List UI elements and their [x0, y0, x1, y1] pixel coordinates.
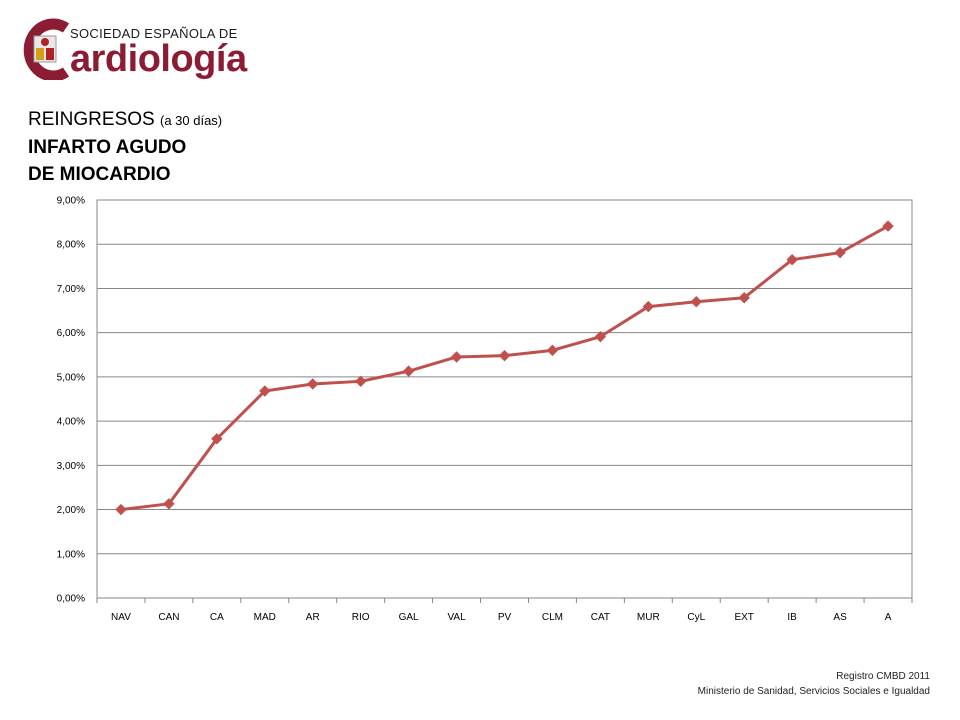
plot-area-border	[96, 199, 913, 599]
footer-ministry: Ministerio de Sanidad, Servicios Sociale…	[697, 686, 930, 697]
logo-org-text: SOCIEDAD ESPAÑOLA DE	[70, 26, 238, 41]
y-tick-label: 9,00%	[57, 196, 85, 207]
y-tick-label: 1,00%	[57, 549, 85, 560]
data-point	[834, 246, 846, 259]
y-tick-label: 3,00%	[57, 461, 85, 472]
heading-line-2: INFARTO AGUDO	[28, 137, 187, 158]
x-tick-label: CyL	[687, 612, 705, 623]
source-footer: Registro CMBD 2011 Ministerio de Sanidad…	[698, 669, 930, 699]
data-point	[163, 498, 175, 510]
y-tick-label: 2,00%	[57, 505, 85, 516]
data-point	[738, 292, 750, 304]
x-tick-label: MAD	[254, 612, 276, 623]
slide-heading: REINGRESOS (a 30 días) INFARTO AGUDO DE …	[28, 106, 222, 188]
data-point	[498, 349, 511, 362]
data-point	[594, 330, 607, 343]
data-point	[259, 385, 271, 397]
x-tick-label: RIO	[352, 612, 370, 623]
data-point	[115, 503, 127, 516]
data-point	[450, 351, 463, 363]
x-tick-label: VAL	[447, 612, 466, 623]
data-point	[354, 375, 367, 388]
heading-subtitle: (a 30 días)	[159, 113, 223, 128]
x-tick-label: CA	[210, 612, 224, 623]
series-line	[120, 224, 889, 512]
y-tick-label: 8,00%	[57, 240, 85, 251]
data-point	[402, 365, 415, 377]
x-tick-label: CAN	[158, 612, 179, 623]
y-tick-label: 4,00%	[57, 417, 85, 428]
x-tick-label: MUR	[637, 612, 660, 623]
data-point	[307, 378, 319, 390]
x-tick-label: PV	[498, 612, 512, 623]
data-point	[211, 433, 223, 445]
logo-brand-text: ardiología	[70, 38, 247, 80]
data-point	[690, 296, 702, 308]
x-tick-label: AR	[306, 612, 320, 623]
x-tick-label: CLM	[542, 612, 563, 623]
x-tick-label: CAT	[591, 612, 610, 623]
y-tick-label: 5,00%	[57, 372, 85, 383]
y-tick-label: 6,00%	[57, 328, 85, 339]
heading-line-3: DE MIOCARDIO	[28, 164, 171, 185]
data-point	[546, 344, 559, 357]
sec-logo-emblem-icon	[23, 18, 70, 80]
y-tick-label: 0,00%	[57, 594, 85, 605]
x-tick-label: IB	[787, 612, 797, 623]
x-tick-label: NAV	[111, 612, 131, 623]
x-tick-label: A	[885, 612, 892, 623]
sec-logo: SOCIEDAD ESPAÑOLA DE ardiología	[22, 18, 247, 80]
x-tick-label: GAL	[399, 612, 419, 623]
y-tick-label: 7,00%	[57, 284, 85, 295]
x-tick-label: AS	[833, 612, 847, 623]
data-point	[786, 253, 798, 266]
heading-title: REINGRESOS	[28, 109, 155, 130]
data-point	[882, 220, 894, 232]
footer-source: Registro CMBD 2011	[836, 671, 930, 682]
data-point	[642, 300, 655, 313]
x-tick-label: EXT	[734, 612, 753, 623]
